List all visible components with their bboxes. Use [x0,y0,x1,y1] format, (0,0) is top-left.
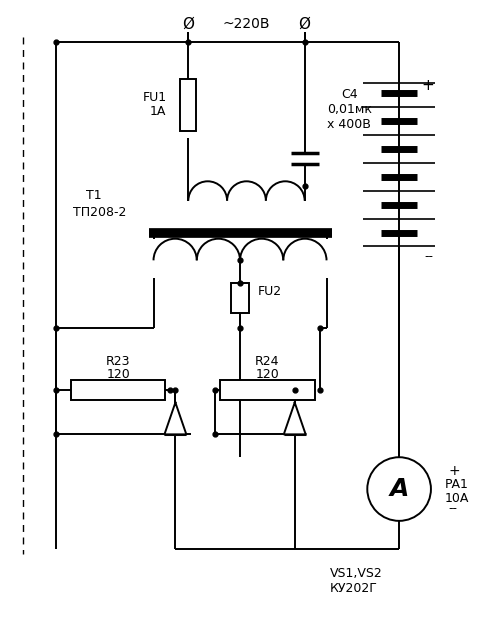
Text: R24: R24 [255,355,279,369]
Text: --: -- [448,503,457,516]
Text: --: -- [423,250,432,263]
Bar [180,80,196,131]
Text: A: A [388,477,408,501]
Polygon shape [283,403,305,435]
Text: Ø: Ø [182,16,194,31]
Text: +: + [448,464,460,478]
Text: FU1: FU1 [142,91,166,104]
Text: РА1: РА1 [444,478,468,490]
Text: х 400В: х 400В [327,117,370,130]
Text: Т1: Т1 [86,189,102,202]
Bar [71,379,165,399]
Text: R23: R23 [106,355,130,369]
Text: 0,01мк: 0,01мк [326,103,371,116]
Text: FU2: FU2 [257,284,282,298]
Text: 1А: 1А [150,105,166,117]
Text: 120: 120 [255,369,279,381]
Text: 120: 120 [106,369,130,381]
Text: ТП208-2: ТП208-2 [73,206,126,219]
Text: Ø: Ø [298,16,310,31]
Polygon shape [164,403,186,435]
Text: VS1,VS2: VS1,VS2 [329,567,382,580]
Text: +: + [420,78,433,93]
Text: КУ202Г: КУ202Г [329,582,377,595]
Bar [231,283,248,313]
Text: 10А: 10А [444,492,468,505]
Text: ~220В: ~220В [222,17,269,31]
Text: С4: С4 [341,88,357,101]
Bar [220,379,314,399]
